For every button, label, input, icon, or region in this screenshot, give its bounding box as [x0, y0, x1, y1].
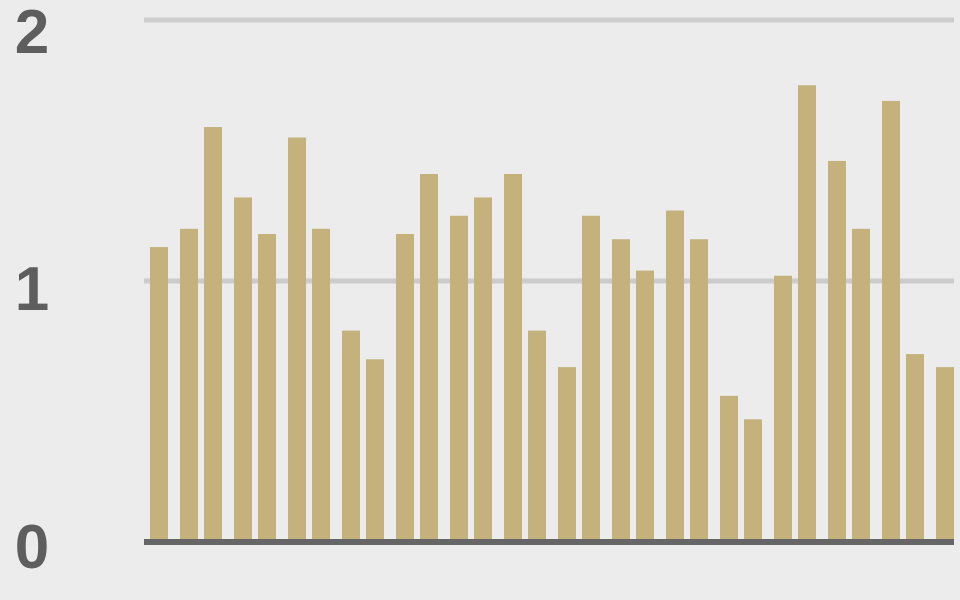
bar-8 [366, 359, 384, 542]
bar-14 [528, 330, 546, 542]
bar-9 [396, 234, 414, 542]
bar-16 [582, 215, 600, 542]
bar-28 [906, 354, 924, 542]
bars [150, 85, 954, 543]
bar-27 [882, 100, 900, 542]
bar-17 [612, 239, 630, 543]
bar-2 [204, 127, 222, 542]
bar-10 [420, 173, 438, 543]
bar-21 [720, 395, 738, 542]
bar-12 [474, 197, 492, 543]
bar-3 [234, 197, 252, 543]
y-tick-label-0: 0 [15, 513, 49, 582]
bar-24 [798, 85, 816, 542]
bar-23 [774, 275, 792, 542]
bar-18 [636, 270, 654, 542]
bar-20 [690, 239, 708, 543]
bar-0 [150, 247, 168, 542]
y-tick-label-2: 2 [15, 0, 49, 67]
bar-5 [288, 137, 306, 542]
bar-7 [342, 330, 360, 542]
bar-26 [852, 228, 870, 543]
y-tick-label-1: 1 [15, 255, 49, 324]
bar-4 [258, 234, 276, 542]
bar-13 [504, 173, 522, 543]
bar-1 [180, 228, 198, 543]
bar-22 [744, 419, 762, 542]
bar-19 [666, 210, 684, 542]
bar-11 [450, 215, 468, 542]
bar-25 [828, 160, 846, 542]
bar-29 [936, 367, 954, 542]
bar-15 [558, 367, 576, 542]
bar-6 [312, 228, 330, 543]
gridlines [144, 17, 954, 284]
